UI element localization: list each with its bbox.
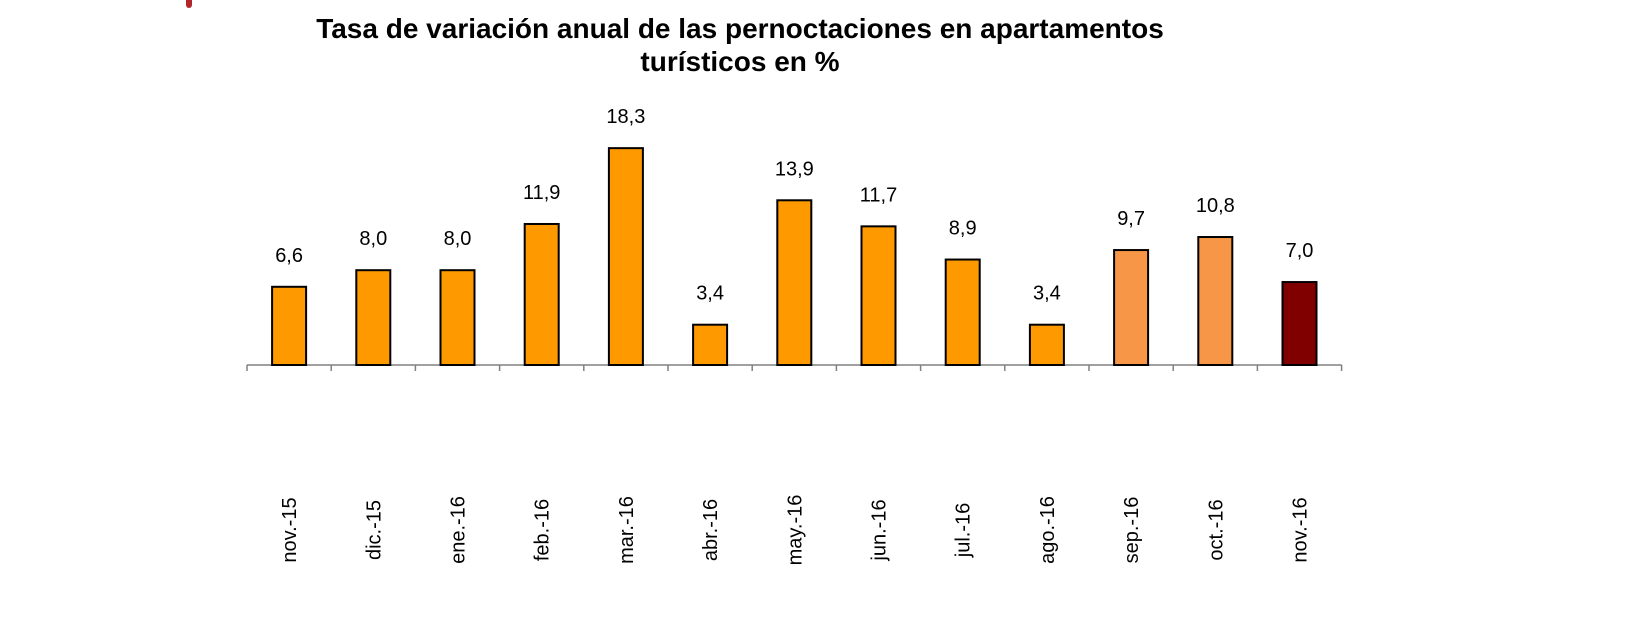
- category-label: sep.-16: [1121, 497, 1143, 564]
- category-label: feb.-16: [532, 499, 554, 561]
- bar-dic.-15: [355, 269, 392, 367]
- bar-feb.-16: [523, 222, 560, 366]
- category-label: nov.-16: [1290, 497, 1312, 562]
- value-label: 8,0: [359, 228, 387, 250]
- chart-title-line-1: Tasa de variación anual de las pernoctac…: [316, 13, 1164, 44]
- bar-sep.-16: [1113, 249, 1150, 366]
- bar-mar.-16: [607, 147, 644, 366]
- bar-oct.-16: [1197, 236, 1234, 367]
- value-label: 8,0: [444, 228, 472, 250]
- category-label: mar.-16: [616, 496, 638, 564]
- category-label: dic.-15: [363, 500, 385, 560]
- value-label: 13,9: [775, 158, 814, 180]
- category-label: jul.-16: [953, 503, 975, 558]
- chart-title: Tasa de variación anual de las pernoctac…: [280, 12, 1200, 78]
- bar-jun.-16: [860, 225, 897, 366]
- bar-may.-16: [776, 199, 813, 366]
- category-label: ene.-16: [448, 496, 470, 564]
- bars: [271, 147, 1318, 367]
- value-label: 9,7: [1117, 208, 1145, 230]
- category-label: abr.-16: [700, 499, 722, 561]
- category-label: ago.-16: [1037, 496, 1059, 564]
- value-labels: 6,6 8,0 8,0 11,9 18,3 3,4 13,9 11,7 8,9 3,4 9,7 10,…: [275, 106, 1313, 305]
- bar-abr.-16: [692, 323, 729, 366]
- bar-ago.-16: [1028, 323, 1065, 366]
- chart-title-line-2: turísticos en %: [640, 46, 840, 77]
- value-label: 18,3: [606, 106, 645, 128]
- category-label: nov.-15: [279, 497, 301, 562]
- bar-nov.-15: [271, 285, 308, 367]
- bar-jul.-16: [944, 258, 981, 366]
- value-label: 11,9: [523, 182, 560, 204]
- category-label: may.-16: [784, 495, 806, 566]
- value-label: 11,7: [860, 184, 897, 206]
- bar-ene.-16: [439, 269, 476, 367]
- value-label: 3,4: [1033, 283, 1061, 305]
- value-label: 10,8: [1196, 195, 1235, 217]
- value-label: 8,9: [949, 218, 977, 240]
- bar-nov.-16: [1281, 281, 1318, 366]
- logo-corner-mark: [186, 0, 192, 8]
- category-label: oct.-16: [1205, 499, 1227, 560]
- category-label: jun.-16: [869, 499, 891, 561]
- value-label: 7,0: [1286, 240, 1314, 262]
- category-labels: nov.-15 dic.-15 ene.-16 feb.-16 mar.-16 abr.-…: [279, 495, 1311, 566]
- value-label: 3,4: [696, 283, 724, 305]
- value-label: 6,6: [275, 245, 303, 267]
